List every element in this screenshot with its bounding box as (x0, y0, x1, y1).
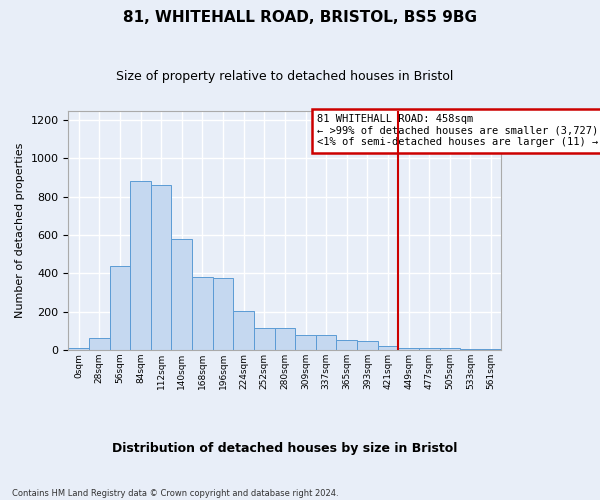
Bar (213, 278, 233, 350)
X-axis label: Distribution of detached houses by size in Bristol: Distribution of detached houses by size … (112, 442, 458, 455)
Bar (398, 348, 419, 350)
Title: Size of property relative to detached houses in Bristol: Size of property relative to detached ho… (116, 70, 454, 83)
Bar (357, 342, 377, 350)
Bar (316, 334, 337, 350)
Y-axis label: Number of detached properties: Number of detached properties (15, 142, 25, 318)
Bar (254, 328, 275, 350)
Bar (151, 186, 172, 350)
Bar (377, 346, 398, 350)
Bar (89, 338, 110, 350)
Bar (440, 348, 460, 350)
Bar (130, 182, 151, 350)
Bar (110, 266, 130, 350)
Bar (275, 328, 295, 350)
Bar (460, 349, 481, 350)
Text: 81 WHITEHALL ROAD: 458sqm
← >99% of detached houses are smaller (3,727)
<1% of s: 81 WHITEHALL ROAD: 458sqm ← >99% of deta… (317, 114, 599, 148)
Bar (295, 334, 316, 350)
Bar (419, 348, 440, 350)
Bar (172, 239, 192, 350)
Bar (68, 348, 89, 350)
Text: 81, WHITEHALL ROAD, BRISTOL, BS5 9BG: 81, WHITEHALL ROAD, BRISTOL, BS5 9BG (123, 10, 477, 25)
Bar (233, 311, 254, 350)
Text: Contains HM Land Registry data © Crown copyright and database right 2024.: Contains HM Land Registry data © Crown c… (12, 488, 338, 498)
Bar (337, 340, 357, 350)
Bar (192, 278, 213, 350)
